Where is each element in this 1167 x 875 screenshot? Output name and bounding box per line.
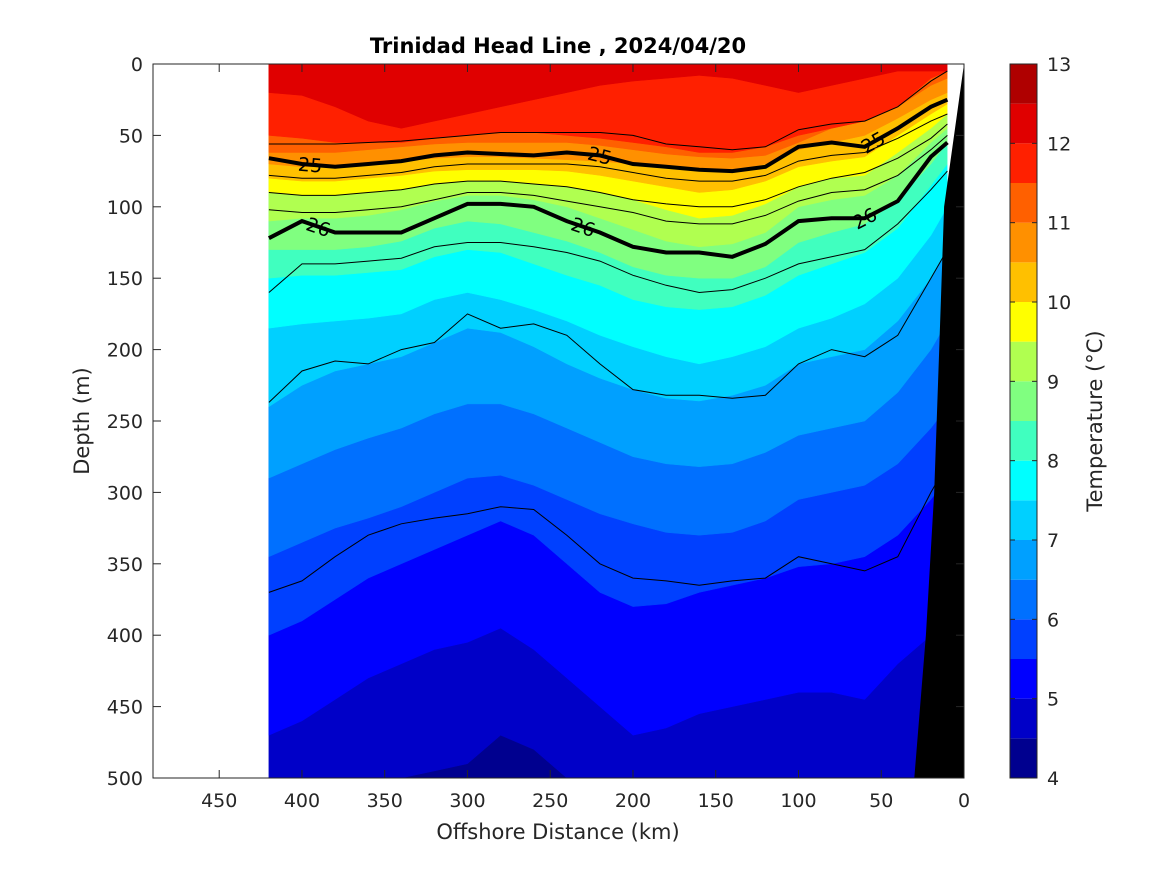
- y-axis: 0 50 100 150 200 250 300 350 400 450 500: [107, 54, 964, 790]
- colorbar-swatch: [1010, 500, 1037, 540]
- y-tick-label: 500: [107, 768, 143, 790]
- colorbar-swatch: [1010, 460, 1037, 501]
- y-tick-label: 400: [107, 625, 143, 647]
- temp-band-12: [268, 64, 948, 129]
- colorbar-swatch: [1010, 262, 1037, 302]
- y-tick-label: 150: [107, 268, 143, 290]
- colorbar-swatch: [1010, 183, 1037, 223]
- x-tick-label: 100: [780, 790, 816, 812]
- colorbar-swatch: [1010, 143, 1037, 183]
- thin-contour-layer: [268, 70, 948, 593]
- density-contour-thin-6: [268, 463, 948, 593]
- chart-title: Trinidad Head Line , 2024/04/20: [370, 34, 746, 58]
- colorbar: 4 5 6 7 8 9 10 11 12 13: [1009, 54, 1071, 790]
- x-tick-label: 300: [449, 790, 485, 812]
- density-contour-layer: [267, 97, 949, 259]
- x-tick-label: 350: [367, 790, 403, 812]
- x-tick-label: 200: [615, 790, 651, 812]
- x-tick-label: 450: [201, 790, 237, 812]
- colorbar-swatch: [1010, 103, 1037, 144]
- contour-label-25-0: 25: [297, 154, 323, 178]
- y-axis-label: Depth (m): [70, 367, 94, 474]
- density-contour-26: [267, 140, 949, 259]
- density-contour-25: [268, 97, 949, 174]
- colorbar-tick-label: 8: [1047, 451, 1059, 473]
- bathymetry-layer: [914, 64, 964, 778]
- contour-label-text: 25: [297, 154, 323, 178]
- colorbar-swatch: [1010, 698, 1037, 739]
- colorbar-swatch: [1010, 579, 1037, 620]
- x-axis: 450 400 350 300 250 200 150 100 50 0: [201, 64, 970, 812]
- y-tick-label: 0: [131, 54, 143, 76]
- colorbar-swatch: [1010, 540, 1037, 580]
- x-tick-label: 400: [284, 790, 320, 812]
- y-tick-label: 50: [119, 125, 143, 147]
- y-tick-label: 250: [107, 411, 143, 433]
- x-tick-label: 150: [698, 790, 734, 812]
- colorbar-swatch: [1010, 222, 1037, 263]
- colorbar-tick-label: 5: [1047, 689, 1059, 711]
- colorbar-tick-label: 9: [1047, 371, 1059, 393]
- y-tick-label: 200: [107, 340, 143, 362]
- colorbar-tick-label: 13: [1047, 54, 1071, 76]
- density-contour-thin-5: [268, 249, 948, 403]
- density-contour-thin-0: [268, 70, 948, 151]
- colorbar-label: Temperature (°C): [1083, 330, 1107, 512]
- colorbar-tick-label: 12: [1047, 133, 1071, 155]
- colorbar-tick-label: 10: [1047, 292, 1071, 314]
- temperature-fill-layer: [268, 64, 964, 778]
- colorbar-swatch: [1010, 341, 1037, 382]
- seafloor: [914, 64, 964, 778]
- y-tick-label: 100: [107, 197, 143, 219]
- y-tick-label: 350: [107, 554, 143, 576]
- colorbar-swatch: [1010, 64, 1037, 104]
- colorbar-frame: [1009, 63, 1038, 779]
- colorbar-swatch: [1010, 381, 1037, 421]
- y-tick-label: 450: [107, 697, 143, 719]
- density-contour-thin-2: [268, 123, 948, 208]
- colorbar-swatch: [1010, 738, 1037, 778]
- density-contour-thin-1: [268, 113, 948, 182]
- x-tick-label: 250: [532, 790, 568, 812]
- colorbar-tick-label: 6: [1047, 609, 1059, 631]
- x-tick-label: 0: [958, 790, 970, 812]
- colorbar-swatch: [1010, 619, 1037, 659]
- colorbar-tick-label: 4: [1047, 768, 1059, 790]
- x-axis-label: Offshore Distance (km): [436, 820, 679, 844]
- x-tick-label: 50: [869, 790, 893, 812]
- density-contour-thin-3: [268, 135, 948, 225]
- colorbar-swatch: [1010, 659, 1037, 699]
- colorbar-tick-label: 11: [1047, 213, 1071, 235]
- colorbar-tick-label: 7: [1047, 530, 1059, 552]
- colorbar-swatch: [1010, 302, 1037, 342]
- density-contour-thin-4: [268, 170, 948, 294]
- y-tick-label: 300: [107, 482, 143, 504]
- colorbar-swatch: [1010, 421, 1037, 461]
